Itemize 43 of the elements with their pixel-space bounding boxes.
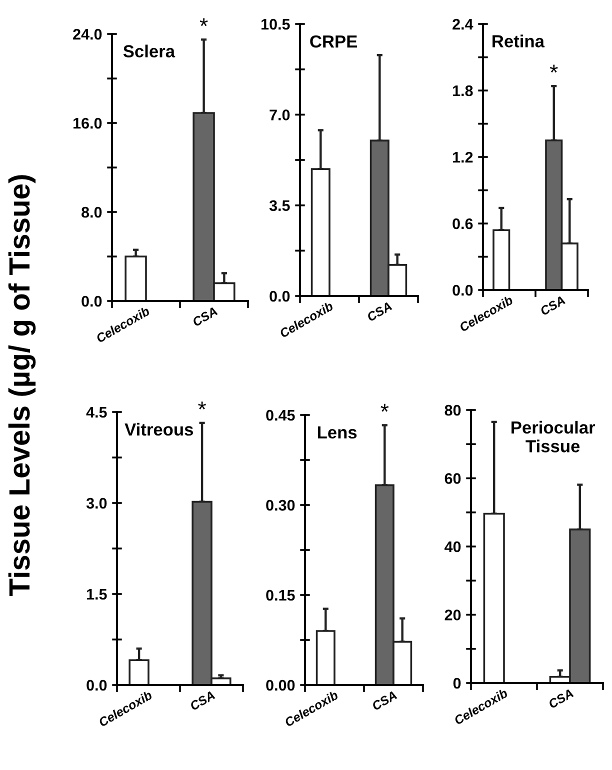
y-tick-label: 0 [453,678,461,689]
text: Periocular Tissue [512,420,596,452]
y-tick-label: 0.6 [452,218,473,230]
y-tick-label: 0.30 [266,500,295,511]
y-tick-label: 3.5 [269,200,290,212]
y-tick-label: 4.5 [86,407,107,418]
y-tick-label: 40 [444,541,461,552]
text: CRPE [310,35,357,48]
x-tick-label: CSA [540,296,566,316]
y-tick-label: 0.0 [86,680,107,691]
y-tick-label: 0.15 [266,590,295,601]
y-tick-label: 0.45 [266,410,295,421]
y-tick-label: 3.0 [86,498,107,509]
y-tick-label: 0.00 [266,680,295,691]
annotation: * [380,404,389,412]
y-tick-label: 60 [444,473,461,484]
annotation: * [198,402,206,410]
y-axis-title: Tissue Levels (µg/ g of Tissue) [8,175,36,596]
y-tick-label: 1.5 [87,589,107,600]
y-tick-label: 24.0 [73,28,102,40]
x-tick-label: CSA [189,690,216,711]
text: Lens [318,426,357,439]
annotation: * [200,18,208,26]
x-tick-label: CSA [371,690,398,711]
y-tick-label: 1.8 [453,85,473,96]
annotation: * [550,64,558,73]
x-tick-label: CSA [366,302,392,322]
y-tick-label: 1.2 [453,152,473,163]
chart-title: Sclera [123,44,176,58]
y-tick-label: 0.0 [452,284,473,296]
y-tick-label: 8.0 [82,206,102,218]
y-tick-label: 80 [444,404,461,416]
y-tick-label: 0.0 [82,296,102,307]
x-tick-label: CSA [192,306,218,327]
y-tick-label: 7.0 [270,110,290,120]
x-tick-label: CSA [548,688,574,709]
y-tick-label: 2.4 [452,18,474,30]
chart-title: Retina [492,34,545,48]
y-tick-label: 16.0 [74,118,102,129]
y-tick-label: 10.5 [262,18,290,30]
y-tick-label: 20 [444,610,461,620]
chart-title: Vitreous [124,422,194,436]
y-tick-label: 0.0 [270,290,290,302]
